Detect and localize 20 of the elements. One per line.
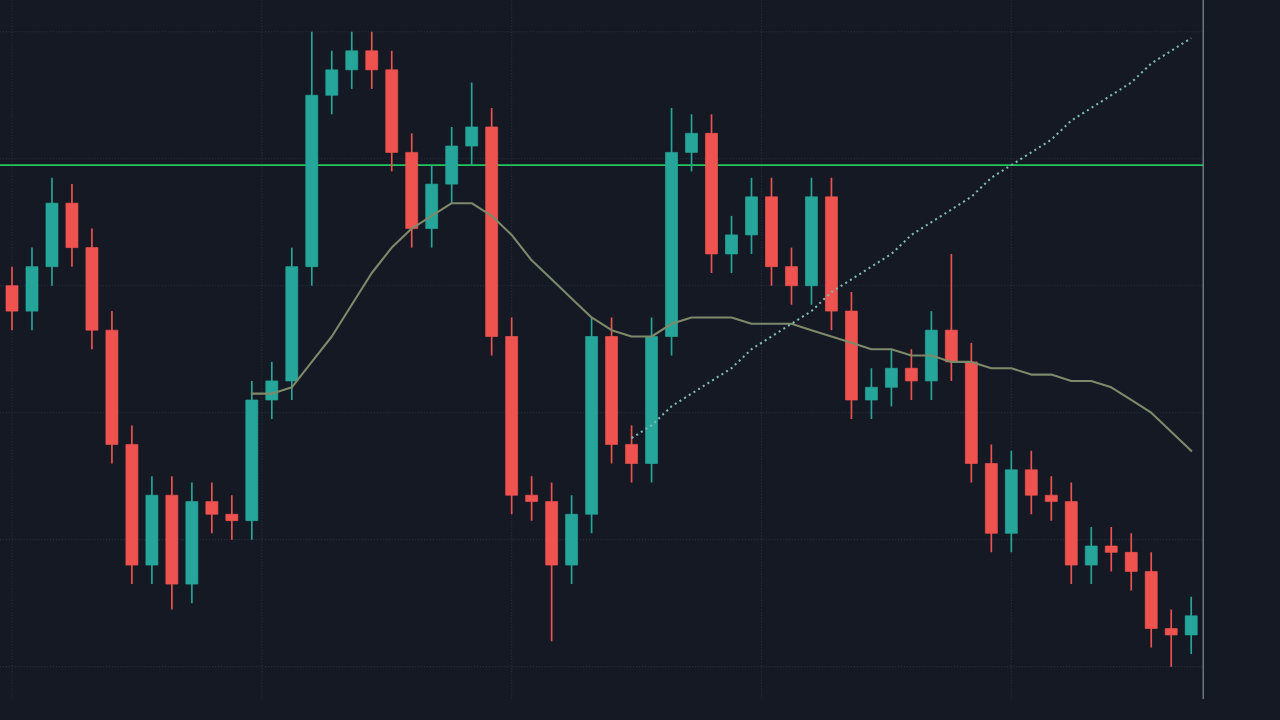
- candlestick: [525, 475, 538, 522]
- candlestick: [265, 361, 279, 420]
- candlestick: [1044, 475, 1058, 522]
- candlestick: [1124, 532, 1138, 592]
- candlestick: [785, 246, 798, 306]
- candlestick: [885, 348, 898, 408]
- candlestick: [725, 215, 738, 274]
- candlestick: [1164, 608, 1178, 668]
- candlestick: [205, 481, 219, 535]
- candlestick: [1084, 526, 1098, 585]
- candlestick: [865, 367, 878, 420]
- candlestick: [1184, 595, 1198, 655]
- candlestick: [1104, 526, 1118, 573]
- candlestick: [365, 30, 379, 90]
- candlestick: [625, 424, 638, 484]
- candlestick: [905, 348, 918, 401]
- candlestick: [345, 30, 359, 90]
- candlestick: [465, 81, 479, 166]
- candlestick: [685, 113, 698, 173]
- candlestick: [225, 494, 239, 541]
